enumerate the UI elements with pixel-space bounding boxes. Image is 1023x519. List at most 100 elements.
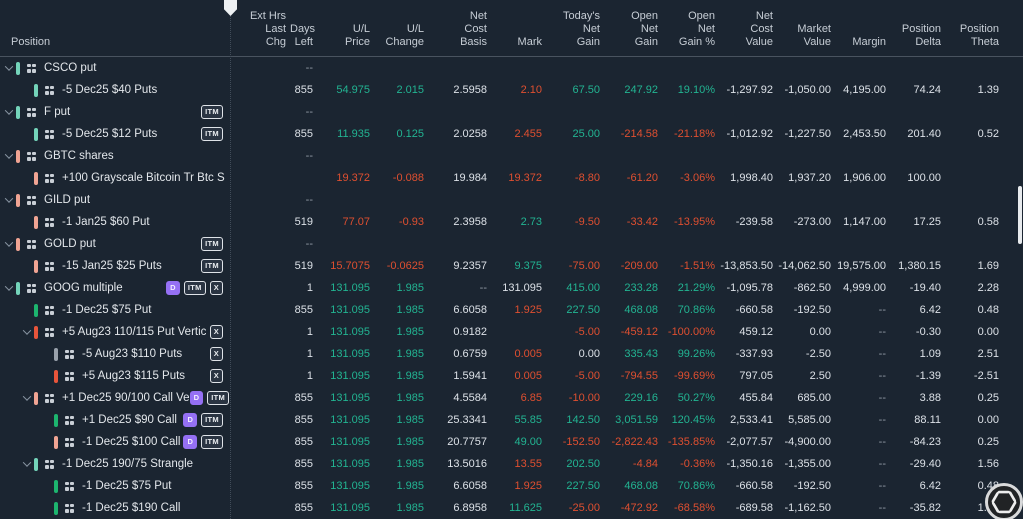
position-cell[interactable]: -1 Dec25 $100 Call D ITM [0,431,230,453]
column-header-position-delta[interactable]: Position Delta [901,23,941,48]
grid-handle-icon[interactable] [45,217,54,227]
table-row[interactable]: GBTC shares -- [0,145,1023,167]
column-header-ul-change[interactable]: U/L Change [385,23,424,48]
table-row[interactable]: +100 Grayscale Bitcoin Tr Btc S 19.372 -0.… [0,167,1023,189]
position-label: CSCO put [44,62,97,74]
column-header-ext-hrs-last-chg[interactable]: Ext Hrs Last Chg [249,10,286,48]
vertical-scrollbar-thumb[interactable] [1018,186,1022,244]
chevron-down-icon[interactable] [2,106,16,115]
position-cell[interactable]: F put ITM [0,101,230,123]
chevron-down-icon[interactable] [20,392,34,401]
table-row[interactable]: +1 Dec25 $90 Call D ITM 855 131.095 1.985 25.3… [0,409,1023,431]
column-header-ul-price[interactable]: U/L Price [344,23,370,48]
grid-handle-icon[interactable] [27,239,36,249]
table-row[interactable]: -5 Dec25 $40 Puts 855 54.975 2.015 2.5958 2.1… [0,79,1023,101]
column-header-margin[interactable]: Margin [852,36,886,48]
position-cell[interactable]: -1 Dec25 $190 Call [0,497,230,519]
position-cell[interactable]: -15 Jan25 $25 Puts ITM [0,255,230,277]
position-cell[interactable]: -1 Jan25 $60 Put [0,211,230,233]
table-row[interactable]: -1 Jan25 $60 Put 519 77.07 -0.93 2.3958 2.73 -… [0,211,1023,233]
position-cell[interactable]: GILD put [0,189,230,211]
column-header-market-value[interactable]: Market Value [797,23,831,48]
cell-margin: 2,453.50 [843,128,886,140]
table-row[interactable]: -15 Jan25 $25 Puts ITM 519 15.7075 -0.0625 9.… [0,255,1023,277]
cell-margin: -- [878,370,886,382]
table-row[interactable]: -1 Dec25 $190 Call 855 131.095 1.985 6.8958 1… [0,497,1023,519]
column-divider-marker[interactable] [224,0,237,16]
cell-ul-change: -0.088 [392,172,424,184]
chevron-down-icon[interactable] [2,194,16,203]
grid-handle-icon[interactable] [65,415,74,425]
position-color-bar [34,391,38,405]
column-header-position-theta[interactable]: Position Theta [959,23,999,48]
position-cell[interactable]: GOLD put ITM [0,233,230,255]
position-cell[interactable]: +5 Aug23 $115 Puts X [0,365,230,387]
grid-handle-icon[interactable] [27,63,36,73]
cell-todays-net-gain: 25.00 [572,128,600,140]
grid-handle-icon[interactable] [45,129,54,139]
position-cell[interactable]: -5 Dec25 $40 Puts [0,79,230,101]
table-row[interactable]: -5 Aug23 $110 Puts X 1 131.095 1.985 0.6759 0.… [0,343,1023,365]
table-row[interactable]: GOOG multiple D ITM X 1 131.095 1.985 -- 131.095… [0,277,1023,299]
chevron-down-icon[interactable] [20,326,34,335]
table-row[interactable]: -1 Dec25 $75 Put 855 131.095 1.985 6.6058 1.9… [0,475,1023,497]
table-row[interactable]: F put ITM -- [0,101,1023,123]
grid-handle-icon[interactable] [65,349,74,359]
grid-handle-icon[interactable] [45,327,54,337]
position-cell[interactable]: GOOG multiple D ITM X [0,277,230,299]
position-cell[interactable]: CSCO put [0,57,230,79]
grid-handle-icon[interactable] [45,173,54,183]
grid-handle-icon[interactable] [65,371,74,381]
grid-handle-icon[interactable] [45,261,54,271]
column-header-days-left[interactable]: Days Left [290,23,316,48]
grid-handle-icon[interactable] [27,151,36,161]
chevron-down-icon[interactable] [20,458,34,467]
table-row[interactable]: GILD put -- [0,189,1023,211]
grid-handle-icon[interactable] [45,393,54,403]
chevron-down-icon[interactable] [2,238,16,247]
column-header-position[interactable]: Position [11,36,51,48]
table-row[interactable]: GOLD put ITM -- [0,233,1023,255]
position-cell[interactable]: +100 Grayscale Bitcoin Tr Btc S [0,167,230,189]
position-cell[interactable]: +1 Dec25 90/100 Call Ve D ITM [0,387,230,409]
column-header-mark[interactable]: Mark [517,36,542,48]
table-row[interactable]: -5 Dec25 $12 Puts ITM 855 11.935 0.125 2.0258… [0,123,1023,145]
chevron-down-icon[interactable] [2,62,16,71]
cell-mark: 49.00 [514,436,542,448]
cell-mark: 19.372 [508,172,542,184]
grid-handle-icon[interactable] [65,481,74,491]
column-header-net-cost-value[interactable]: Net Cost Value [745,10,773,48]
column-header-net-cost-basis[interactable]: Net Cost Basis [460,10,487,48]
position-cell[interactable]: -1 Dec25 190/75 Strangle [0,453,230,475]
grid-handle-icon[interactable] [45,459,54,469]
cell-open-net-gain: -472.92 [620,502,658,514]
position-cell[interactable]: -5 Dec25 $12 Puts ITM [0,123,230,145]
grid-handle-icon[interactable] [65,503,74,513]
table-row[interactable]: -1 Dec25 190/75 Strangle 855 131.095 1.985 1… [0,453,1023,475]
column-header-open-net-gain-pct[interactable]: Open Net Gain % [678,10,715,48]
position-cell[interactable]: +1 Dec25 $90 Call D ITM [0,409,230,431]
table-row[interactable]: -1 Dec25 $100 Call D ITM 855 131.095 1.985 20.… [0,431,1023,453]
position-cell[interactable]: -1 Dec25 $75 Put [0,475,230,497]
table-row[interactable]: +1 Dec25 90/100 Call Ve D ITM 855 131.095 1.9… [0,387,1023,409]
grid-handle-icon[interactable] [45,85,54,95]
grid-handle-icon[interactable] [45,305,54,315]
chevron-down-icon[interactable] [2,282,16,291]
position-cell[interactable]: +5 Aug23 110/115 Put Vertic X [0,321,230,343]
position-cell[interactable]: -5 Aug23 $110 Puts X [0,343,230,365]
table-row[interactable]: +5 Aug23 110/115 Put Vertic X 1 131.095 1.98… [0,321,1023,343]
grid-handle-icon[interactable] [27,107,36,117]
grid-handle-icon[interactable] [27,195,36,205]
column-header-todays-net-gain[interactable]: Today's Net Gain [563,10,600,48]
chevron-down-icon[interactable] [2,150,16,159]
table-row[interactable]: -1 Dec25 $75 Put 855 131.095 1.985 6.6058 1.9… [0,299,1023,321]
table-row[interactable]: CSCO put -- [0,57,1023,79]
table-row[interactable]: +5 Aug23 $115 Puts X 1 131.095 1.985 1.5941 0.… [0,365,1023,387]
grid-handle-icon[interactable] [27,283,36,293]
cell-ul-price: 131.095 [330,326,370,338]
position-cell[interactable]: -1 Dec25 $75 Put [0,299,230,321]
column-header-open-net-gain[interactable]: Open Net Gain [631,10,658,48]
cell-position-delta: -0.30 [915,326,941,338]
position-cell[interactable]: GBTC shares [0,145,230,167]
grid-handle-icon[interactable] [65,437,74,447]
